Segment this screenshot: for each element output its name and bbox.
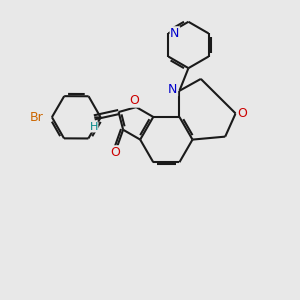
Text: H: H bbox=[89, 122, 98, 132]
Text: Br: Br bbox=[30, 111, 44, 124]
Text: N: N bbox=[170, 27, 180, 40]
Text: O: O bbox=[237, 107, 247, 120]
Text: N: N bbox=[168, 83, 178, 96]
Text: O: O bbox=[110, 146, 120, 159]
Text: O: O bbox=[129, 94, 139, 107]
